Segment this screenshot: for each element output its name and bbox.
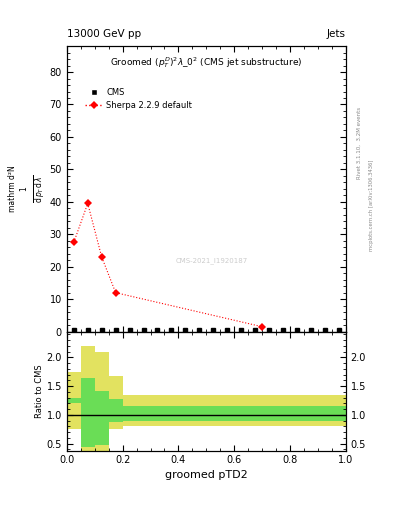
X-axis label: groomed pTD2: groomed pTD2 [165,470,248,480]
Text: mcplots.cern.ch [arXiv:1306.3436]: mcplots.cern.ch [arXiv:1306.3436] [369,159,374,250]
Legend: CMS, Sherpa 2.2.9 default: CMS, Sherpa 2.2.9 default [82,84,195,113]
Text: Jets: Jets [327,29,346,39]
Y-axis label: Ratio to CMS: Ratio to CMS [35,364,44,418]
Text: CMS-2021_I1920187: CMS-2021_I1920187 [176,257,248,264]
Y-axis label: mathrm d²N
1
$\overline{\mathrm{d}\,p_T\,\mathrm{d}\,\lambda}$: mathrm d²N 1 $\overline{\mathrm{d}\,p_T\… [8,165,47,212]
Text: 13000 GeV pp: 13000 GeV pp [67,29,141,39]
Text: Groomed $(p_T^D)^2\lambda\_0^2$ (CMS jet substructure): Groomed $(p_T^D)^2\lambda\_0^2$ (CMS jet… [110,55,303,70]
Text: Rivet 3.1.10,  3.2M events: Rivet 3.1.10, 3.2M events [357,108,362,179]
